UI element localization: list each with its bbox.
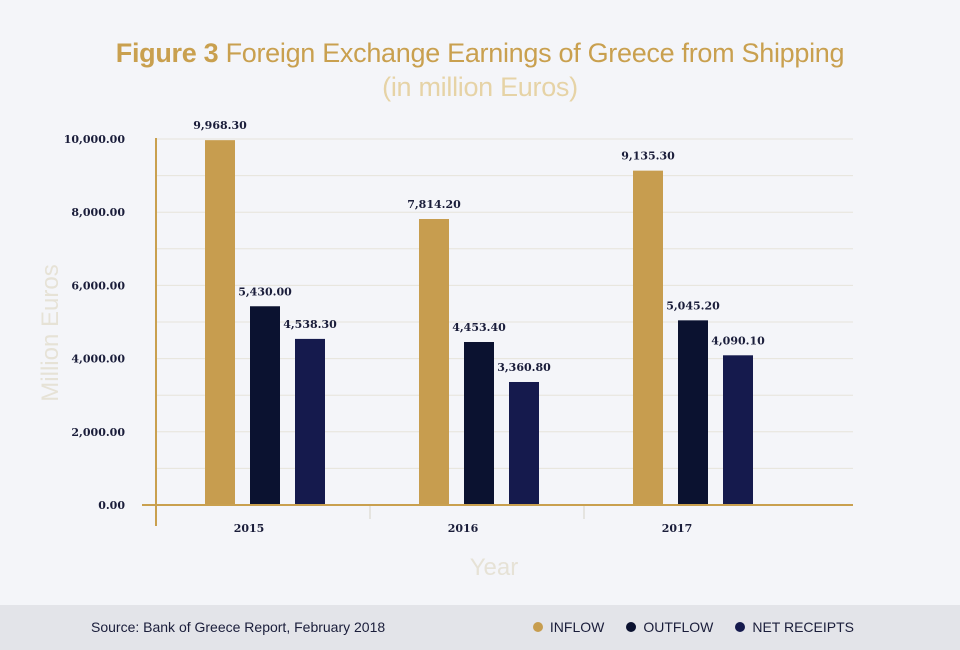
bar-chart: 0.00 2,000.00 4,000.00 6,000.00 8,000.00 10,0… (37, 119, 853, 581)
bar-inflow (633, 170, 663, 506)
data-label: 3,360.80 (497, 361, 551, 374)
x-tick-label: 2015 (234, 522, 265, 535)
data-label: 9,135.30 (621, 150, 675, 163)
y-tick-label: 2,000.00 (71, 426, 125, 439)
legend-swatch (735, 622, 746, 632)
y-tick-label: 0.00 (98, 499, 125, 512)
figure-label: Figure 3 (115, 38, 219, 68)
bar-inflow (419, 219, 449, 505)
chart-subtitle: (in million Euros) (382, 72, 578, 102)
x-tick-label: 2016 (448, 522, 479, 535)
y-tick-label: 10,000.00 (64, 133, 126, 146)
legend-swatch (626, 622, 637, 632)
chart-title-block: Figure 3 Foreign Exchange Earnings of Gr… (0, 36, 960, 104)
data-label: 4,453.40 (452, 321, 506, 334)
bar-outflow (250, 306, 280, 505)
x-tick-label: 2017 (662, 522, 693, 535)
legend-swatch (532, 622, 543, 632)
legend-item-inflow: INFLOW (532, 619, 605, 635)
y-tick-label: 8,000.00 (71, 206, 125, 219)
chart-legend: INFLOW OUTFLOW NET RECEIPTS (511, 619, 854, 635)
chart-title: Figure 3 Foreign Exchange Earnings of Gr… (0, 36, 960, 70)
data-label: 5,045.20 (666, 299, 720, 312)
bar-outflow (464, 342, 494, 505)
legend-label: NET RECEIPTS (752, 619, 854, 635)
bar-net-receipts (509, 381, 539, 505)
legend-label: INFLOW (549, 619, 605, 635)
bar-outflow (678, 320, 708, 505)
data-label: 4,538.30 (283, 318, 337, 331)
data-label: 9,968.30 (193, 119, 247, 132)
legend-item-outflow: OUTFLOW (626, 619, 713, 635)
y-axis-title: Million Euros (37, 264, 64, 401)
footer-bar: Source: Bank of Greece Report, February … (0, 605, 960, 650)
data-label: 7,814.20 (407, 198, 461, 211)
y-tick-label: 6,000.00 (71, 279, 125, 292)
source-note: Source: Bank of Greece Report, February … (91, 619, 386, 635)
y-tick-label: 4,000.00 (71, 353, 125, 366)
legend-item-net-receipts: NET RECEIPTS (735, 619, 854, 635)
data-label: 4,090.10 (711, 334, 765, 347)
bar-net-receipts (723, 355, 753, 505)
bar-inflow (205, 140, 235, 505)
title-main: Foreign Exchange Earnings of Greece from… (225, 38, 845, 68)
data-label: 5,430.00 (238, 285, 292, 298)
legend-label: OUTFLOW (643, 619, 714, 635)
x-axis-title: Year (470, 554, 519, 581)
bar-net-receipts (295, 338, 325, 505)
